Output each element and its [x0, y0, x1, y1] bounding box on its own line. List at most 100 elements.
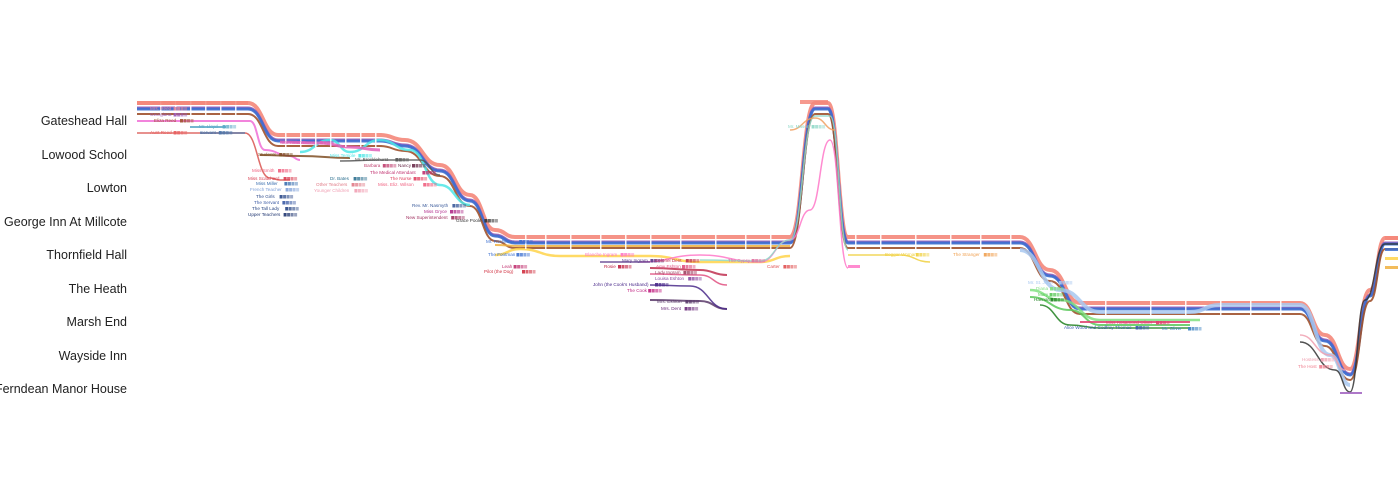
character-label: John (the Cook's Husband) — [593, 282, 649, 287]
character-marker — [461, 216, 465, 220]
character-marker — [358, 154, 362, 158]
character-marker — [294, 177, 298, 181]
character-marker — [412, 164, 415, 168]
location-label-wayside-inn: Wayside Inn — [59, 349, 127, 363]
character-label: Eliza Reed — [154, 118, 177, 123]
character-label: Amy Eshton — [656, 264, 681, 269]
character-marker — [450, 210, 453, 214]
band-block — [848, 265, 860, 268]
character-marker — [648, 289, 652, 293]
character-marker — [692, 265, 696, 269]
character-marker — [1056, 293, 1060, 297]
character-marker — [922, 253, 926, 257]
character-marker — [351, 183, 355, 187]
character-marker — [184, 131, 188, 135]
character-marker — [180, 131, 184, 135]
character-label: Lady Ingram — [655, 270, 681, 275]
series-line-diana-rivers — [1029, 288, 1200, 322]
character-marker — [389, 164, 393, 168]
character-marker — [517, 265, 521, 269]
character-marker — [691, 277, 695, 281]
character-marker — [658, 283, 662, 287]
band-block — [1385, 236, 1398, 240]
character-label: The Gypsy — [728, 258, 751, 263]
character-marker — [684, 307, 688, 311]
character-marker — [532, 270, 536, 274]
character-label: Alice Wood and Godfrey Thomas — [1064, 325, 1132, 330]
character-marker — [1053, 298, 1057, 302]
character-marker — [665, 283, 669, 287]
scene-tick — [950, 235, 952, 249]
character-label: Miss Scatcherd — [248, 176, 280, 181]
character-marker — [1060, 287, 1064, 291]
character-marker — [790, 265, 794, 269]
scene-tick — [880, 235, 882, 249]
character-marker — [284, 182, 288, 186]
character-marker — [281, 169, 285, 173]
character-label: Barbara — [364, 163, 381, 168]
character-marker — [688, 307, 692, 311]
location-label-marsh-end: Marsh End — [67, 315, 127, 329]
character-marker — [287, 213, 291, 217]
character-marker — [762, 259, 766, 263]
character-marker — [357, 177, 361, 181]
character-marker — [290, 195, 294, 199]
series-line-bessie-lee — [137, 132, 290, 181]
location-label-thornfield-hall: Thornfield Hall — [46, 248, 127, 262]
character-label: Other Teachers — [316, 182, 348, 187]
location-label-gateshead-hall: Gateshead Hall — [41, 114, 127, 128]
character-label: The Host — [1298, 364, 1317, 369]
scene-tick — [1185, 301, 1187, 315]
scene-tick — [770, 235, 772, 249]
character-marks — [137, 100, 1398, 394]
character-marker — [177, 131, 181, 135]
character-label: The Medical Attendant — [370, 170, 416, 175]
band-block — [1340, 392, 1362, 394]
character-marker — [692, 259, 696, 263]
character-label: Students — [258, 152, 277, 157]
character-marker — [357, 189, 361, 193]
character-label: New Superintendent — [406, 215, 448, 220]
character-marker — [288, 207, 292, 211]
character-marker — [655, 283, 658, 287]
character-marker — [173, 107, 177, 111]
character-marker — [1320, 358, 1324, 362]
character-marker — [1331, 358, 1335, 362]
character-marker — [402, 158, 406, 162]
character-label: Rev. Mr. Nasmyth — [412, 203, 449, 208]
series-line-clergyman — [789, 117, 836, 131]
location-label-george-inn-at-millcote: George Inn At Millcote — [4, 215, 127, 229]
character-marker — [173, 113, 177, 117]
character-marker — [523, 253, 527, 257]
character-label: French Teacher — [250, 187, 282, 192]
character-marker — [454, 216, 458, 220]
character-marker — [368, 154, 372, 158]
scene-tick — [680, 235, 682, 249]
character-marker — [1146, 326, 1150, 330]
character-label: Carter — [767, 264, 780, 269]
character-marker — [1327, 358, 1331, 362]
scene-tick — [545, 235, 547, 249]
character-marker — [1191, 327, 1195, 331]
character-marker — [1163, 321, 1166, 325]
scene-tick — [375, 133, 377, 147]
character-label: Pilot (the Dog) — [484, 269, 514, 274]
character-marker — [462, 204, 466, 208]
character-marker — [455, 204, 459, 208]
scene-tick — [1105, 301, 1107, 315]
scene-tick — [345, 133, 347, 147]
character-marker — [524, 265, 528, 269]
character-marker — [1156, 321, 1159, 325]
character-marker — [815, 125, 819, 129]
character-marker — [183, 119, 187, 123]
scene-tick — [235, 101, 237, 115]
character-label: Georgiana — [150, 112, 172, 117]
character-marker — [491, 219, 495, 223]
scene-tick — [715, 235, 717, 249]
character-marker — [294, 213, 298, 217]
character-marker — [696, 259, 700, 263]
character-marker — [424, 177, 428, 181]
band-block — [1385, 257, 1398, 260]
scene-tick — [285, 133, 287, 147]
character-label: Mr. Lloyd — [199, 124, 218, 129]
